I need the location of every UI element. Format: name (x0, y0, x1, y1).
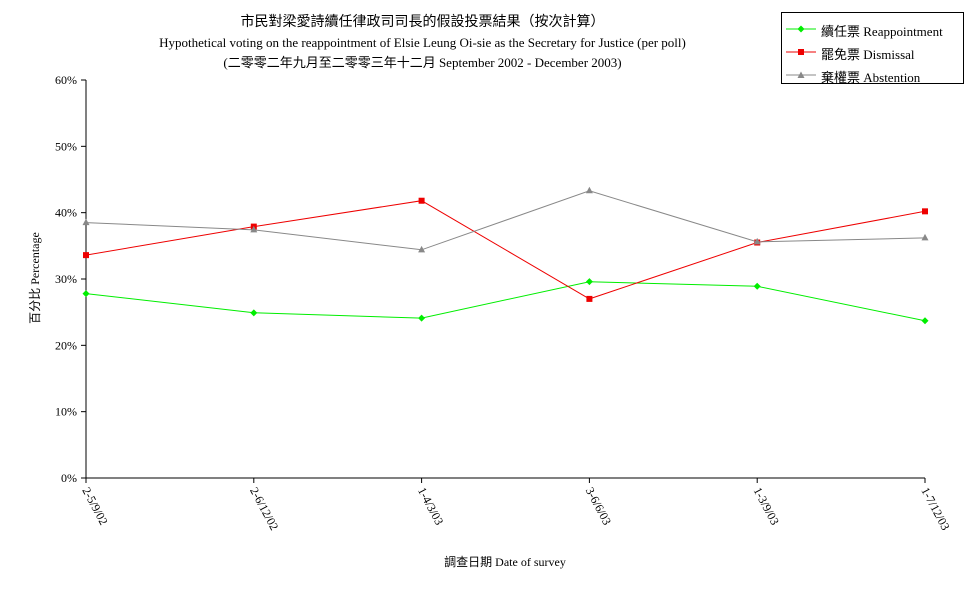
legend-label: 棄權票 Abstention (821, 70, 921, 85)
x-tick-label: 1-3/9/03 (751, 485, 782, 527)
x-tick-label: 3-6/6/03 (583, 485, 614, 527)
series-line-diamond (85, 281, 926, 322)
data-point-square (418, 197, 425, 204)
chart-subtitle: Hypothetical voting on the reappointment… (159, 35, 686, 50)
data-point-square (922, 208, 928, 215)
data-point-square (83, 252, 89, 259)
data-point-triangle (418, 245, 426, 253)
legend-label: 罷免票 Dismissal (821, 47, 915, 62)
data-point-triangle (585, 186, 593, 194)
x-tick-label: 1-7/12/03 (918, 485, 952, 533)
series-line-square (85, 200, 926, 300)
legend-item-abstention: 棄權票 Abstention (782, 65, 963, 85)
data-point-diamond (82, 290, 90, 298)
x-tick-label: 2-5/9/02 (79, 485, 110, 527)
data-point-triangle (921, 233, 929, 241)
y-tick-label: 20% (55, 338, 77, 352)
y-tick-label: 30% (55, 272, 77, 286)
data-point-diamond (250, 309, 258, 317)
data-point-diamond (921, 317, 929, 325)
y-tick-label: 0% (61, 471, 77, 485)
data-point-triangle (250, 225, 258, 233)
data-point-diamond (585, 278, 593, 286)
y-tick-label: 40% (55, 206, 77, 220)
legend-label: 續任票 Reappointment (821, 24, 943, 39)
legend-item-reappointment: 續任票 Reappointment (782, 19, 963, 39)
data-point-triangle (753, 237, 761, 245)
y-tick-label: 10% (55, 405, 77, 419)
chart-subtitle-period: (二零零二年九月至二零零三年十二月 September 2002 - Decem… (223, 55, 622, 70)
data-point-diamond (418, 314, 426, 322)
data-point-triangle (82, 218, 90, 226)
legend-marker-triangle (786, 71, 816, 78)
y-tick-label: 50% (55, 139, 77, 153)
y-axis-label: 百分比 Percentage (28, 232, 42, 324)
legend-marker-square (786, 49, 816, 55)
x-tick-label: 1-4/3/03 (415, 485, 446, 527)
chart-title: 市民對梁愛詩續任律政司司長的假設投票結果（按次計算） (240, 14, 605, 30)
data-point-square (586, 295, 593, 302)
legend-item-dismissal: 罷免票 Dismissal (782, 42, 963, 62)
legend-marker-diamond (786, 25, 816, 33)
legend: 續任票 Reappointment 罷免票 Dismissal 棄權票 Abst… (781, 12, 964, 85)
x-axis-label: 調查日期 Date of survey (444, 555, 566, 569)
x-tick-label: 2-6/12/02 (247, 485, 281, 533)
series-line-triangle (85, 190, 926, 251)
data-point-diamond (753, 282, 761, 290)
y-tick-label: 60% (55, 73, 77, 87)
